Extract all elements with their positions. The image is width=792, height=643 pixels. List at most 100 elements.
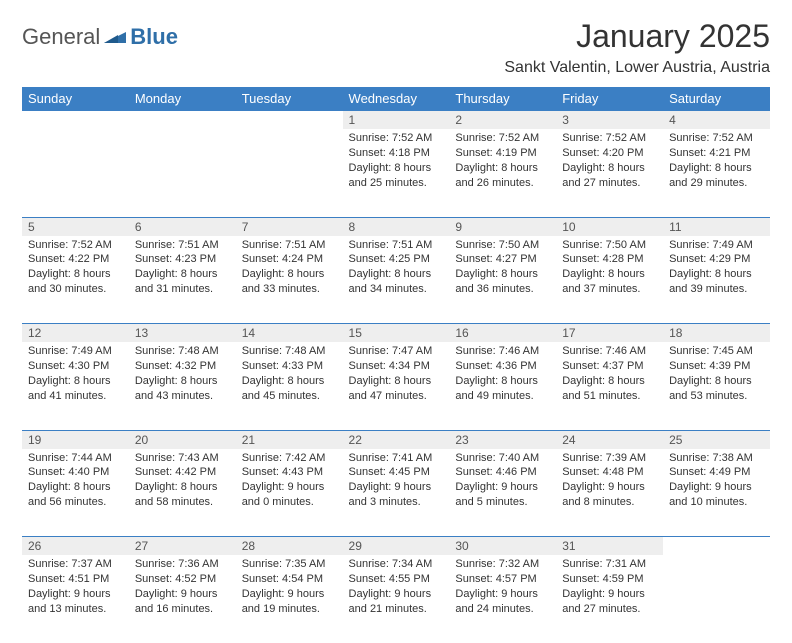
daylight-line-2: and 36 minutes.: [455, 282, 550, 297]
sunrise-line: Sunrise: 7:50 AM: [455, 238, 550, 253]
day-number-cell: 26: [22, 537, 129, 556]
sunset-line: Sunset: 4:55 PM: [349, 572, 444, 587]
day-number-cell: 24: [556, 430, 663, 449]
day-content-cell: Sunrise: 7:48 AMSunset: 4:33 PMDaylight:…: [236, 342, 343, 430]
daylight-line-1: Daylight: 8 hours: [135, 374, 230, 389]
sunrise-line: Sunrise: 7:52 AM: [349, 131, 444, 146]
day-content-cell: Sunrise: 7:51 AMSunset: 4:25 PMDaylight:…: [343, 236, 450, 324]
day-number-cell: 6: [129, 217, 236, 236]
sunset-line: Sunset: 4:21 PM: [669, 146, 764, 161]
daylight-line-1: Daylight: 8 hours: [135, 480, 230, 495]
daylight-line-1: Daylight: 8 hours: [135, 267, 230, 282]
daylight-line-2: and 16 minutes.: [135, 602, 230, 617]
daylight-line-2: and 37 minutes.: [562, 282, 657, 297]
sunrise-line: Sunrise: 7:35 AM: [242, 557, 337, 572]
daylight-line-2: and 3 minutes.: [349, 495, 444, 510]
sunrise-line: Sunrise: 7:36 AM: [135, 557, 230, 572]
day-content-cell: Sunrise: 7:40 AMSunset: 4:46 PMDaylight:…: [449, 449, 556, 537]
day-number-cell: 2: [449, 111, 556, 130]
logo: General Blue: [22, 18, 178, 50]
day-number-cell: [236, 111, 343, 130]
title-block: January 2025 Sankt Valentin, Lower Austr…: [504, 18, 770, 77]
day-content-cell: Sunrise: 7:36 AMSunset: 4:52 PMDaylight:…: [129, 555, 236, 643]
weekday-header: Sunday: [22, 87, 129, 111]
sunset-line: Sunset: 4:18 PM: [349, 146, 444, 161]
daylight-line-1: Daylight: 8 hours: [349, 267, 444, 282]
day-content-cell: Sunrise: 7:42 AMSunset: 4:43 PMDaylight:…: [236, 449, 343, 537]
daylight-line-1: Daylight: 8 hours: [455, 267, 550, 282]
day-content-cell: Sunrise: 7:35 AMSunset: 4:54 PMDaylight:…: [236, 555, 343, 643]
sunset-line: Sunset: 4:45 PM: [349, 465, 444, 480]
day-content-row: Sunrise: 7:44 AMSunset: 4:40 PM Daylight:…: [22, 449, 770, 537]
day-number-cell: 25: [663, 430, 770, 449]
daylight-line-1: Daylight: 8 hours: [349, 161, 444, 176]
day-content-cell: Sunrise: 7:31 AMSunset: 4:59 PMDaylight:…: [556, 555, 663, 643]
sunrise-line: Sunrise: 7:42 AM: [242, 451, 337, 466]
sunrise-line: Sunrise: 7:38 AM: [669, 451, 764, 466]
day-content-cell: Sunrise: 7:48 AMSunset: 4:32 PMDaylight:…: [129, 342, 236, 430]
daylight-line-1: Daylight: 8 hours: [669, 374, 764, 389]
daylight-line-2: and 24 minutes.: [455, 602, 550, 617]
daylight-line-2: and 29 minutes.: [669, 176, 764, 191]
sunset-line: Sunset: 4:25 PM: [349, 252, 444, 267]
daylight-line-2: and 41 minutes.: [28, 389, 123, 404]
sunrise-line: Sunrise: 7:32 AM: [455, 557, 550, 572]
day-content-cell: Sunrise: 7:46 AMSunset: 4:36 PMDaylight:…: [449, 342, 556, 430]
sunset-line: Sunset: 4:46 PM: [455, 465, 550, 480]
header: General Blue January 2025 Sankt Valentin…: [22, 18, 770, 77]
sunrise-line: Sunrise: 7:40 AM: [455, 451, 550, 466]
day-content-cell: Sunrise: 7:38 AMSunset: 4:49 PMDaylight:…: [663, 449, 770, 537]
daylight-line-2: and 19 minutes.: [242, 602, 337, 617]
sunset-line: Sunset: 4:22 PM: [28, 252, 123, 267]
day-number-cell: 1: [343, 111, 450, 130]
logo-text-blue: Blue: [130, 24, 178, 50]
sunrise-line: Sunrise: 7:52 AM: [669, 131, 764, 146]
daylight-line-2: and 13 minutes.: [28, 602, 123, 617]
day-content-cell: Sunrise: 7:44 AMSunset: 4:40 PMDaylight:…: [22, 449, 129, 537]
sunset-line: Sunset: 4:40 PM: [28, 465, 123, 480]
sunset-line: Sunset: 4:34 PM: [349, 359, 444, 374]
day-content-cell: Sunrise: 7:52 AMSunset: 4:21 PMDaylight:…: [663, 129, 770, 217]
daylight-line-2: and 0 minutes.: [242, 495, 337, 510]
weekday-header: Saturday: [663, 87, 770, 111]
sunset-line: Sunset: 4:57 PM: [455, 572, 550, 587]
day-number-cell: [22, 111, 129, 130]
day-content-row: Sunrise: 7:49 AMSunset: 4:30 PMDaylight:…: [22, 342, 770, 430]
daylight-line-1: Daylight: 9 hours: [349, 587, 444, 602]
day-number-cell: 9: [449, 217, 556, 236]
daylight-line-2: and 33 minutes.: [242, 282, 337, 297]
day-number-row: 19202122232425: [22, 430, 770, 449]
daylight-line-2: and 56 minutes.: [28, 495, 123, 510]
daylight-line-1: Daylight: 8 hours: [349, 374, 444, 389]
day-number-cell: 10: [556, 217, 663, 236]
daylight-line-2: and 58 minutes.: [135, 495, 230, 510]
sunset-line: Sunset: 4:43 PM: [242, 465, 337, 480]
sunset-line: Sunset: 4:52 PM: [135, 572, 230, 587]
daylight-line-1: Daylight: 8 hours: [562, 161, 657, 176]
day-number-cell: 8: [343, 217, 450, 236]
sunrise-line: Sunrise: 7:44 AM: [28, 451, 123, 466]
day-number-cell: 20: [129, 430, 236, 449]
sunset-line: Sunset: 4:33 PM: [242, 359, 337, 374]
day-content-cell: Sunrise: 7:39 AMSunset: 4:48 PMDaylight:…: [556, 449, 663, 537]
daylight-line-1: Daylight: 8 hours: [562, 374, 657, 389]
sunrise-line: Sunrise: 7:51 AM: [135, 238, 230, 253]
sunrise-line: Sunrise: 7:48 AM: [242, 344, 337, 359]
daylight-line-1: Daylight: 9 hours: [669, 480, 764, 495]
sunrise-line: Sunrise: 7:50 AM: [562, 238, 657, 253]
sunset-line: Sunset: 4:29 PM: [669, 252, 764, 267]
sunrise-line: Sunrise: 7:49 AM: [669, 238, 764, 253]
sunset-line: Sunset: 4:51 PM: [28, 572, 123, 587]
sunset-line: Sunset: 4:39 PM: [669, 359, 764, 374]
sunset-line: Sunset: 4:30 PM: [28, 359, 123, 374]
daylight-line-1: Daylight: 8 hours: [28, 267, 123, 282]
day-content-row: Sunrise: 7:52 AMSunset: 4:18 PMDaylight:…: [22, 129, 770, 217]
daylight-line-2: and 51 minutes.: [562, 389, 657, 404]
day-content-cell: Sunrise: 7:49 AMSunset: 4:30 PMDaylight:…: [22, 342, 129, 430]
day-number-cell: 19: [22, 430, 129, 449]
daylight-line-1: Daylight: 8 hours: [669, 267, 764, 282]
calendar-table: SundayMondayTuesdayWednesdayThursdayFrid…: [22, 87, 770, 643]
daylight-line-2: and 47 minutes.: [349, 389, 444, 404]
sunrise-line: Sunrise: 7:34 AM: [349, 557, 444, 572]
sunrise-line: Sunrise: 7:52 AM: [455, 131, 550, 146]
